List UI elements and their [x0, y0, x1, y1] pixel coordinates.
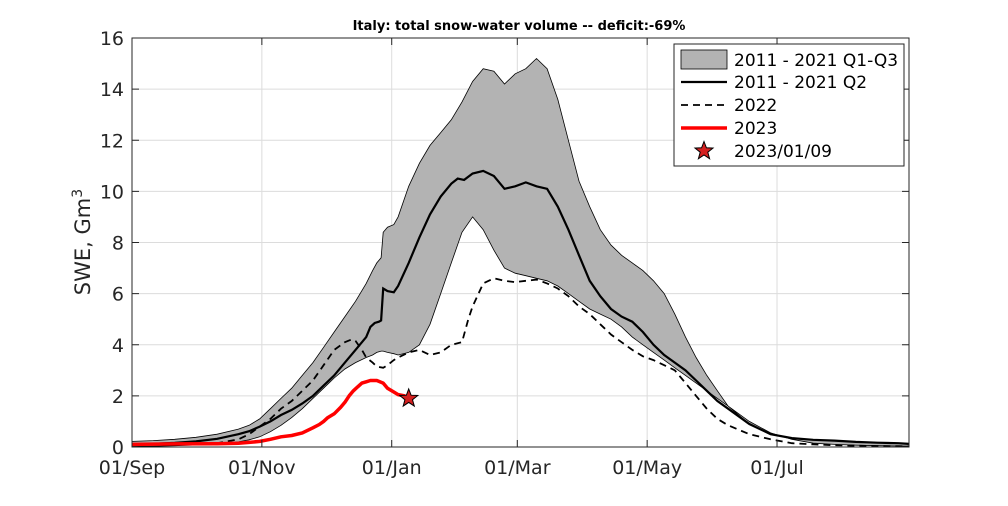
legend-label-marker: 2023/01/09 [734, 142, 832, 162]
y-tick-label: 8 [112, 233, 124, 255]
y-axis-label: SWE, Gm3 [70, 189, 95, 295]
x-tick-label: 01/Sep [99, 457, 165, 479]
chart-title: Italy: total snow-water volume -- defici… [353, 19, 686, 34]
y-tick-label: 16 [100, 28, 124, 50]
x-tick-labels: 01/Sep 01/Nov 01/Jan 01/Mar 01/May 01/Jul [99, 457, 804, 479]
legend-swatch-star-icon [693, 140, 715, 160]
y-tick-label: 6 [112, 284, 124, 306]
y-tick-labels: 0 2 4 6 8 10 12 14 16 [100, 28, 124, 459]
x-tick-label: 01/Mar [484, 457, 551, 479]
y-tick-label: 2 [112, 386, 124, 408]
legend: 2011 - 2021 Q1-Q3 2011 - 2021 Q2 2022 20… [673, 43, 905, 167]
legend-label-2023: 2023 [734, 119, 777, 139]
y-tick-label: 10 [100, 181, 124, 203]
legend-label-band: 2011 - 2021 Q1-Q3 [734, 51, 898, 71]
y-tick-label: 0 [112, 437, 124, 459]
series-2022-line [132, 277, 910, 448]
legend-label-2022: 2022 [734, 96, 777, 116]
series-layer [131, 169, 910, 448]
y-tick-label: 4 [112, 335, 124, 357]
legend-label-median: 2011 - 2021 Q2 [734, 73, 867, 93]
legend-swatch-band [680, 49, 728, 70]
marker-star-icon [398, 387, 420, 408]
x-tick-label: 01/Jul [750, 457, 804, 479]
x-tick-label: 01/May [612, 457, 682, 479]
median-line [131, 169, 910, 446]
y-tick-label: 14 [100, 79, 124, 101]
y-axis-label-superscript: 3 [70, 189, 86, 198]
x-tick-label: 01/Jan [362, 457, 422, 479]
y-axis-label-text: SWE, Gm [71, 198, 95, 295]
series-2023-line [131, 378, 410, 447]
ticks [131, 37, 909, 448]
x-tick-label: 01/Nov [228, 457, 296, 479]
y-tick-label: 12 [100, 130, 124, 152]
